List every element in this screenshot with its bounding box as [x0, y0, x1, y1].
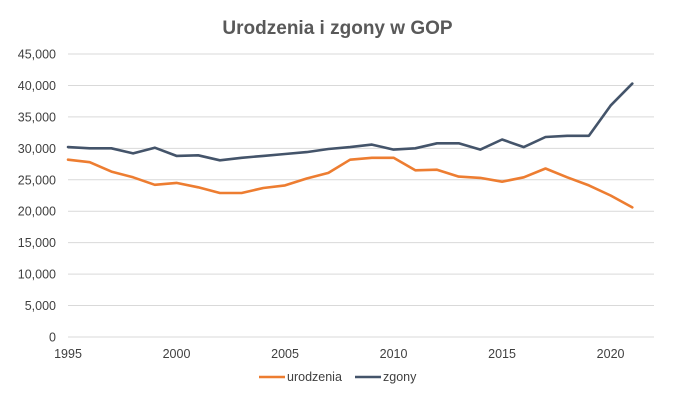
y-tick-label: 35,000	[18, 110, 56, 124]
y-tick-label: 0	[49, 331, 56, 345]
x-tick-label: 2015	[488, 347, 516, 361]
y-tick-label: 45,000	[18, 48, 56, 62]
x-tick-label: 2005	[271, 347, 299, 361]
y-tick-label: 20,000	[18, 205, 56, 219]
legend-item-zgony: zgony	[355, 370, 417, 384]
legend-label: zgony	[383, 370, 417, 384]
y-tick-label: 25,000	[18, 173, 56, 187]
legend-label: urodzenia	[287, 370, 342, 384]
series-line-urodzenia	[66, 156, 634, 209]
x-tick-label: 2020	[597, 347, 625, 361]
y-tick-label: 30,000	[18, 142, 56, 156]
y-tick-label: 15,000	[18, 236, 56, 250]
legend-item-urodzenia: urodzenia	[259, 370, 342, 384]
y-tick-label: 40,000	[18, 79, 56, 93]
grid-lines	[68, 53, 654, 338]
legend: urodzenia zgony	[259, 370, 417, 384]
series-lines	[66, 82, 634, 209]
x-tick-label: 2010	[380, 347, 408, 361]
y-tick-label: 5,000	[25, 299, 56, 313]
x-tick-label: 1995	[54, 347, 82, 361]
x-tick-label: 2000	[163, 347, 191, 361]
y-axis-ticks: 0 5,000 10,000 15,000 20,000 25,000 30,000 35,0…	[18, 48, 56, 345]
x-axis-ticks: 1995 2000 2005 2010 2015 2020	[54, 347, 624, 361]
y-tick-label: 10,000	[18, 268, 56, 282]
chart-title: Urodzenia i zgony w GOP	[222, 18, 452, 39]
